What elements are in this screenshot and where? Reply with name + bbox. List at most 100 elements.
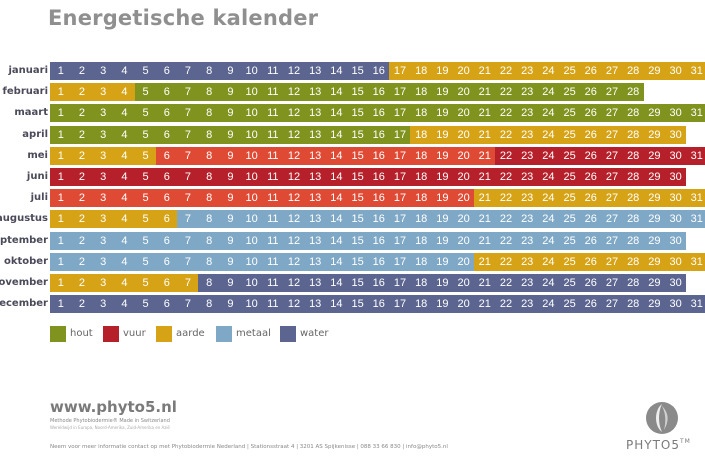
day-cell: 13: [304, 62, 326, 80]
day-cell: 10: [240, 62, 263, 80]
day-cell: 27: [601, 83, 623, 102]
day-cell: 31: [686, 252, 705, 271]
day-cell: 10: [240, 295, 263, 314]
day-cell: 5: [134, 62, 157, 80]
day-cell: 15: [346, 62, 369, 80]
day-cell: 5: [134, 210, 157, 229]
day-cell: 24: [537, 125, 560, 144]
day-cell: 11: [262, 125, 284, 144]
day-cell: 9: [219, 189, 242, 208]
day-cell: 20: [452, 104, 475, 123]
day-cell: 23: [516, 146, 538, 165]
phyto5-logo-icon: [646, 402, 678, 434]
day-cell: 4: [113, 83, 136, 102]
day-cell: 6: [156, 274, 178, 292]
day-cell: 7: [177, 125, 199, 144]
day-cell: 2: [71, 125, 93, 144]
day-cell: 8: [198, 274, 220, 292]
day-cell: 2: [71, 189, 93, 208]
day-cell: 15: [346, 210, 369, 229]
page-title: Energetische kalender: [48, 6, 319, 30]
day-cell: 10: [240, 104, 263, 123]
day-cell: 8: [198, 252, 220, 271]
day-cell: 9: [219, 295, 242, 314]
day-cell: 20: [452, 83, 475, 102]
day-cell: 22: [495, 231, 517, 250]
day-cell: 3: [92, 295, 114, 314]
month-label: juli: [30, 192, 48, 204]
day-cell: 22: [495, 189, 517, 208]
day-cell: 22: [495, 168, 517, 186]
day-cell: 10: [240, 274, 263, 292]
day-cell: 29: [643, 189, 666, 208]
day-cell: 19: [431, 104, 454, 123]
day-cell: 11: [262, 210, 284, 229]
day-cell: 20: [452, 125, 475, 144]
day-cell: 21: [474, 210, 496, 229]
day-cell: 13: [304, 125, 326, 144]
day-cell: 29: [643, 168, 666, 186]
day-cell: 25: [558, 125, 581, 144]
day-cell: 6: [156, 295, 178, 314]
day-cell: 17: [389, 168, 411, 186]
day-cell: 26: [580, 104, 602, 123]
day-cell: 18: [410, 83, 432, 102]
legend-label: metaal: [236, 328, 271, 339]
day-cell: 6: [156, 231, 178, 250]
day-cell: 27: [601, 104, 623, 123]
day-cell: 25: [558, 274, 581, 292]
day-cell: 4: [113, 146, 136, 165]
day-cell: 5: [134, 146, 157, 165]
month-row-juni: juni 1 2 3 4 5 6 7 8 9 10 11 12 13 14 15 16 17 18 19 20 21 22 2…: [0, 168, 705, 186]
day-cell: 24: [537, 231, 560, 250]
day-cell: 4: [113, 231, 136, 250]
day-cell: 7: [177, 62, 199, 80]
brand-url[interactable]: www.phyto5.nl: [50, 398, 177, 416]
day-cell: 7: [177, 146, 199, 165]
day-cell: 28: [622, 125, 644, 144]
day-cell: 11: [262, 83, 284, 102]
logo-wordmark: PHYTO5TM: [626, 438, 691, 452]
day-cell: 26: [580, 295, 602, 314]
month-label: augustus: [0, 213, 48, 225]
day-cell: 11: [262, 168, 284, 186]
aarde-swatch: [156, 326, 172, 342]
day-cell: 3: [92, 62, 114, 80]
day-cell: 13: [304, 189, 326, 208]
day-cell: 22: [495, 146, 517, 165]
day-cell: 10: [240, 83, 263, 102]
day-cell: 5: [134, 125, 157, 144]
day-cell: 22: [495, 252, 517, 271]
day-cell: 28: [622, 168, 644, 186]
day-cell: 22: [495, 274, 517, 292]
day-cell: 7: [177, 231, 199, 250]
day-cell: 28: [622, 62, 644, 80]
day-cell: 30: [664, 274, 687, 292]
day-cell: 13: [304, 168, 326, 186]
day-cell: 23: [516, 189, 538, 208]
day-cell: 1: [50, 252, 72, 271]
day-cell: 23: [516, 125, 538, 144]
day-cell: 27: [601, 252, 623, 271]
day-cell: 17: [389, 125, 411, 144]
day-cell: 30: [664, 168, 687, 186]
day-cell: 10: [240, 146, 263, 165]
day-cell: 10: [240, 210, 263, 229]
day-cell: 19: [431, 168, 454, 186]
month-label: februari: [2, 86, 48, 98]
day-cell: 13: [304, 146, 326, 165]
day-cell: 19: [431, 210, 454, 229]
month-row-februari: februari 1 2 3 4 5 6 7 8 9 10 11 12 13 14 15 16 17 18 19 20 2…: [0, 83, 705, 102]
day-cell: 23: [516, 231, 538, 250]
day-cell: 5: [134, 104, 157, 123]
day-cell: 28: [622, 231, 644, 250]
day-cell: 22: [495, 104, 517, 123]
day-cell: 28: [622, 274, 644, 292]
brand-tagline: Methode Phytobiodermie® Made in Switzerl…: [50, 418, 170, 424]
day-cell: 29: [643, 274, 666, 292]
day-cell: 18: [410, 210, 432, 229]
day-cell: 10: [240, 125, 263, 144]
day-cell: 2: [71, 168, 93, 186]
day-cell: 29: [643, 125, 666, 144]
day-cell: 12: [283, 295, 305, 314]
